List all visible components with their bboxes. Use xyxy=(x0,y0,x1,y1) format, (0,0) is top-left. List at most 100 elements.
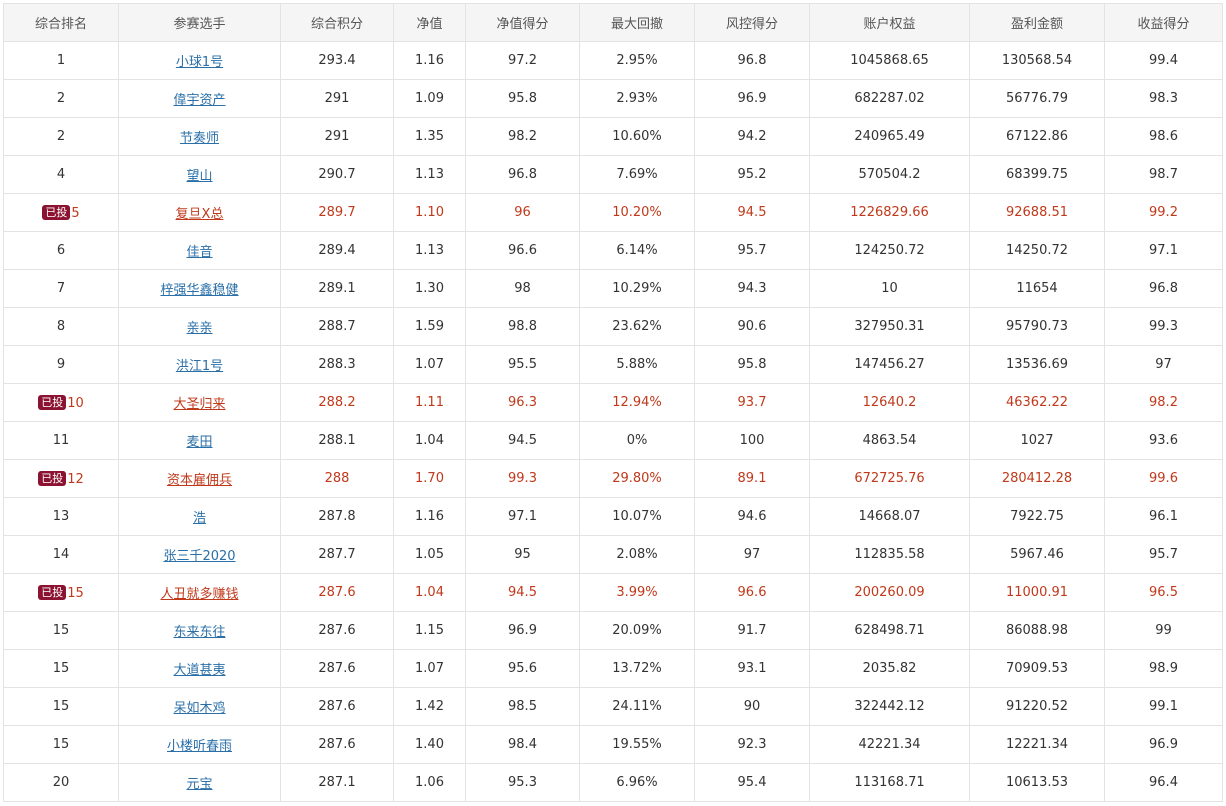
invested-badge: 已投 xyxy=(42,204,71,220)
table-row: 15 大道甚夷 287.6 1.07 95.6 13.72% 93.1 2035.82 7090… xyxy=(3,649,1223,688)
nav-score-cell: 95.8 xyxy=(465,79,580,118)
player-link[interactable]: 复旦X总 xyxy=(175,207,224,222)
rank-value: 10 xyxy=(67,395,84,411)
nav-score-cell: 98.8 xyxy=(465,307,580,346)
max-drawdown-cell: 6.14% xyxy=(579,231,695,270)
score-cell: 290.7 xyxy=(280,155,394,194)
header-score[interactable]: 综合积分 xyxy=(280,3,394,42)
player-link[interactable]: 浩 xyxy=(192,511,206,526)
nav-cell: 1.16 xyxy=(393,497,466,536)
rank-value: 6 xyxy=(56,243,66,258)
profit-cell: 46362.22 xyxy=(969,383,1105,422)
risk-score-cell: 96.9 xyxy=(694,79,810,118)
player-link[interactable]: 梓强华鑫稳健 xyxy=(160,283,239,298)
header-risk-score[interactable]: 风控得分 xyxy=(694,3,810,42)
rank-value: 15 xyxy=(52,737,70,752)
header-rank[interactable]: 综合排名 xyxy=(3,3,119,42)
equity-cell: 200260.09 xyxy=(809,573,970,612)
player-cell: 元宝 xyxy=(118,763,281,802)
rank-cell: 已投 10 xyxy=(3,383,119,422)
header-equity[interactable]: 账户权益 xyxy=(809,3,970,42)
player-link[interactable]: 洪江1号 xyxy=(175,359,224,374)
rank-cell: 4 xyxy=(3,155,119,194)
rank-cell: 已投 5 xyxy=(3,193,119,232)
player-link[interactable]: 小球1号 xyxy=(175,55,224,70)
player-link[interactable]: 东来东往 xyxy=(173,625,226,640)
equity-cell: 570504.2 xyxy=(809,155,970,194)
header-return-score[interactable]: 收益得分 xyxy=(1104,3,1223,42)
nav-cell: 1.15 xyxy=(393,611,466,650)
rank-value: 2 xyxy=(56,129,66,144)
score-cell: 289.7 xyxy=(280,193,394,232)
player-link[interactable]: 麦田 xyxy=(186,435,213,450)
player-cell: 小球1号 xyxy=(118,41,281,80)
rank-value: 15 xyxy=(52,623,70,638)
equity-cell: 1045868.65 xyxy=(809,41,970,80)
profit-cell: 11654 xyxy=(969,269,1105,308)
rank-cell: 已投 12 xyxy=(3,459,119,498)
header-nav[interactable]: 净值 xyxy=(393,3,466,42)
return-score-cell: 96.5 xyxy=(1104,573,1223,612)
player-link[interactable]: 偉宇资产 xyxy=(173,93,226,108)
nav-cell: 1.13 xyxy=(393,155,466,194)
equity-cell: 113168.71 xyxy=(809,763,970,802)
score-cell: 289.1 xyxy=(280,269,394,308)
player-link[interactable]: 大道甚夷 xyxy=(173,663,226,678)
player-link[interactable]: 亲亲 xyxy=(186,321,213,336)
rank-value: 14 xyxy=(52,547,70,562)
risk-score-cell: 94.3 xyxy=(694,269,810,308)
return-score-cell: 98.7 xyxy=(1104,155,1223,194)
max-drawdown-cell: 20.09% xyxy=(579,611,695,650)
player-cell: 亲亲 xyxy=(118,307,281,346)
max-drawdown-cell: 12.94% xyxy=(579,383,695,422)
profit-cell: 10613.53 xyxy=(969,763,1105,802)
header-profit[interactable]: 盈利金额 xyxy=(969,3,1105,42)
player-link[interactable]: 呆如木鸡 xyxy=(173,701,226,716)
max-drawdown-cell: 10.60% xyxy=(579,117,695,156)
player-link[interactable]: 佳音 xyxy=(186,245,213,260)
player-link[interactable]: 望山 xyxy=(186,169,213,184)
player-link[interactable]: 张三千2020 xyxy=(163,549,236,564)
max-drawdown-cell: 3.99% xyxy=(579,573,695,612)
max-drawdown-cell: 10.29% xyxy=(579,269,695,308)
return-score-cell: 98.9 xyxy=(1104,649,1223,688)
profit-cell: 130568.54 xyxy=(969,41,1105,80)
table-row: 已投 12 资本雇佣兵 288 1.70 99.3 29.80% 89.1 672725.76 2… xyxy=(3,459,1223,498)
nav-cell: 1.40 xyxy=(393,725,466,764)
rank-value: 4 xyxy=(56,167,66,182)
rank-cell: 2 xyxy=(3,117,119,156)
header-player[interactable]: 参赛选手 xyxy=(118,3,281,42)
player-cell: 佳音 xyxy=(118,231,281,270)
player-link[interactable]: 小楼听春雨 xyxy=(166,739,232,754)
nav-score-cell: 96 xyxy=(465,193,580,232)
nav-cell: 1.07 xyxy=(393,345,466,384)
score-cell: 288.3 xyxy=(280,345,394,384)
nav-score-cell: 94.5 xyxy=(465,421,580,460)
player-cell: 梓强华鑫稳健 xyxy=(118,269,281,308)
ranking-body: 1 小球1号 293.4 1.16 97.2 2.95% 96.8 1045868.65 130… xyxy=(3,41,1223,802)
table-row: 已投 15 人丑就多赚钱 287.6 1.04 94.5 3.99% 96.6 200260.0… xyxy=(3,573,1223,612)
table-row: 7 梓强华鑫稳健 289.1 1.30 98 10.29% 94.3 10 11654 96.8 xyxy=(3,269,1223,308)
return-score-cell: 99.2 xyxy=(1104,193,1223,232)
invested-badge: 已投 xyxy=(38,394,67,410)
player-link[interactable]: 资本雇佣兵 xyxy=(166,473,232,488)
table-header-row: 综合排名 参赛选手 综合积分 净值 净值得分 最大回撤 风控得分 账户权益 盈利… xyxy=(3,3,1223,42)
nav-score-cell: 96.3 xyxy=(465,383,580,422)
profit-cell: 1027 xyxy=(969,421,1105,460)
rank-value: 15 xyxy=(67,585,84,601)
risk-score-cell: 89.1 xyxy=(694,459,810,498)
risk-score-cell: 93.1 xyxy=(694,649,810,688)
nav-cell: 1.70 xyxy=(393,459,466,498)
return-score-cell: 99.6 xyxy=(1104,459,1223,498)
header-max-drawdown[interactable]: 最大回撤 xyxy=(579,3,695,42)
player-link[interactable]: 人丑就多赚钱 xyxy=(160,587,239,602)
header-nav-score[interactable]: 净值得分 xyxy=(465,3,580,42)
risk-score-cell: 95.7 xyxy=(694,231,810,270)
player-link[interactable]: 大圣归来 xyxy=(173,397,226,412)
risk-score-cell: 95.8 xyxy=(694,345,810,384)
max-drawdown-cell: 23.62% xyxy=(579,307,695,346)
return-score-cell: 97.1 xyxy=(1104,231,1223,270)
player-link[interactable]: 节奏师 xyxy=(179,131,219,146)
profit-cell: 11000.91 xyxy=(969,573,1105,612)
player-link[interactable]: 元宝 xyxy=(186,777,213,792)
